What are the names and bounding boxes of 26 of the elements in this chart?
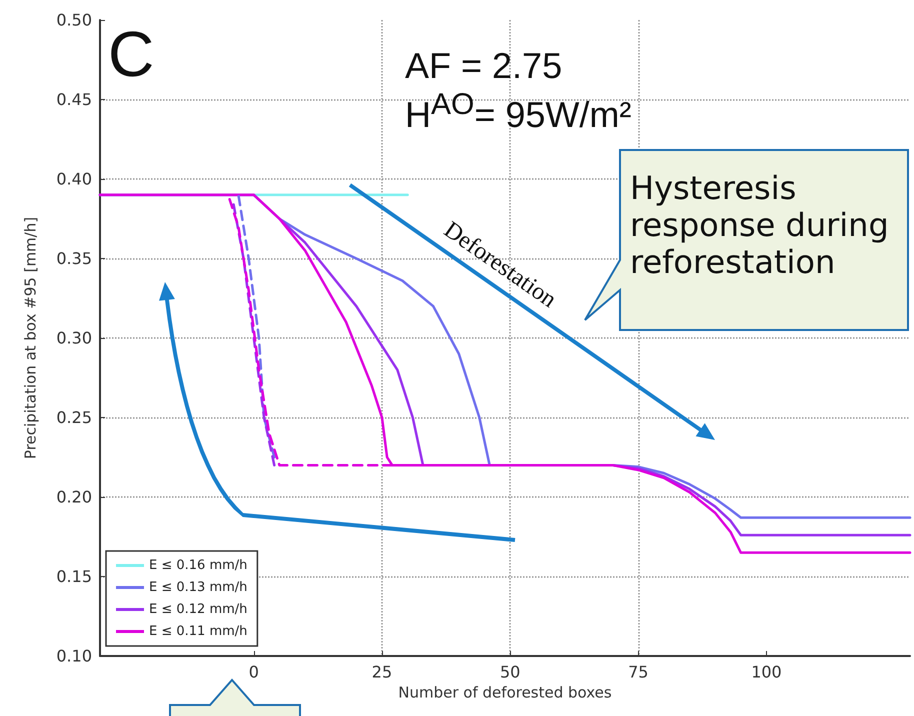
annotation: AF = 2.75	[405, 45, 562, 86]
x-axis-title: Number of deforested boxes	[398, 683, 612, 702]
y-tick-label: 0.35	[56, 249, 92, 268]
y-tick-label: 0.50	[56, 10, 92, 30]
y-tick-label: 0.45	[56, 90, 92, 109]
y-tick-label: 0.30	[56, 328, 92, 348]
legend-label: E ≤ 0.16 mm/h	[149, 558, 248, 573]
x-tick-label: 50	[500, 662, 520, 682]
y-axis-title: Precipitation at box #95 [mm/h]	[22, 216, 40, 460]
legend-label: E ≤ 0.12 mm/h	[149, 602, 248, 617]
y-tick-label: 0.10	[56, 646, 92, 666]
annotation: C	[108, 18, 154, 90]
annotation: Hysteresis response during reforestation	[630, 169, 890, 281]
legend-label: E ≤ 0.13 mm/h	[149, 580, 248, 595]
line-series	[237, 194, 276, 458]
y-tick-label: 0.25	[56, 408, 92, 427]
line-series	[232, 202, 276, 466]
y-tick-label: 0.15	[56, 567, 92, 586]
x-tick-label: 100	[751, 662, 782, 682]
y-tick-label: 0.20	[56, 488, 92, 506]
y-tick-label: 0.40	[56, 170, 92, 188]
x-tick-label: 0	[248, 662, 259, 682]
annotation: H$^{AO}$= 95W/m²	[405, 88, 632, 135]
x-tick-label: 75	[628, 662, 648, 682]
x-tick-label: 25	[372, 662, 392, 682]
legend-label: E ≤ 0.11 mm/h	[149, 624, 248, 639]
